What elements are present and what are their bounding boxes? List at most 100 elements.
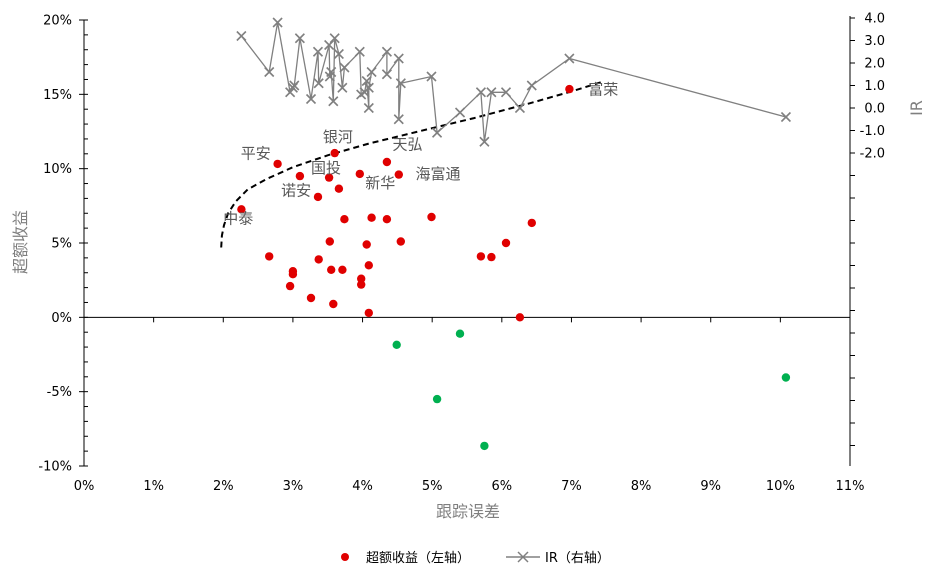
point-annotation: 国投 bbox=[311, 159, 341, 177]
ir-point bbox=[313, 78, 324, 89]
y2-tick-label: 1.0 bbox=[864, 79, 885, 94]
excess-return-point bbox=[364, 308, 373, 318]
ir-point bbox=[361, 75, 372, 87]
ir-point bbox=[500, 87, 512, 98]
ir-point bbox=[236, 30, 247, 42]
excess-return-point bbox=[265, 252, 274, 261]
excess-return-point bbox=[314, 255, 323, 264]
legend: 超额收益（左轴） IR（右轴） bbox=[341, 551, 610, 566]
ir-point bbox=[486, 87, 497, 98]
excess-return-point bbox=[329, 299, 338, 309]
excess-return-point bbox=[355, 169, 364, 179]
excess-return-point bbox=[357, 280, 366, 289]
ir-point bbox=[305, 93, 317, 105]
excess-return-point bbox=[340, 215, 349, 224]
excess-return-point bbox=[515, 313, 525, 322]
ir-point bbox=[363, 102, 374, 114]
excess-return-point bbox=[367, 213, 376, 222]
excess-return-point bbox=[501, 238, 511, 248]
y-tick-label: 15% bbox=[43, 88, 72, 103]
y2-tick-label: 3.0 bbox=[864, 34, 885, 49]
x-tick-label: 5% bbox=[422, 479, 443, 494]
ir-point bbox=[395, 78, 406, 89]
excess-return-point bbox=[427, 212, 436, 222]
x-tick-label: 0% bbox=[74, 479, 95, 494]
excess-return-point bbox=[306, 293, 316, 303]
x-tick-label: 1% bbox=[143, 479, 164, 494]
ir-point bbox=[780, 111, 792, 123]
x-tick-label: 6% bbox=[492, 479, 513, 494]
ir-point bbox=[328, 96, 339, 107]
excess-return-point bbox=[324, 173, 334, 182]
excess-return-point bbox=[325, 237, 334, 246]
ir-point bbox=[393, 114, 404, 125]
x-tick-label: 11% bbox=[836, 479, 865, 494]
negative-excess-point bbox=[781, 373, 791, 382]
excess-return-point bbox=[565, 84, 574, 94]
excess-return-point bbox=[338, 265, 347, 274]
y-tick-label: -5% bbox=[47, 385, 72, 400]
ir-line bbox=[240, 22, 787, 142]
series-layer bbox=[236, 17, 792, 451]
y2-tick-label: -2.0 bbox=[860, 147, 885, 162]
legend-label-excess-return: 超额收益（左轴） bbox=[366, 551, 470, 566]
y2-axis-title: IR bbox=[907, 100, 926, 116]
excess-return-point bbox=[487, 252, 496, 262]
y-tick-label: -10% bbox=[38, 460, 72, 475]
y-axis-title: 超额收益 bbox=[11, 210, 30, 274]
ir-point bbox=[264, 66, 275, 78]
excess-return-point bbox=[288, 270, 298, 279]
x-tick-label: 2% bbox=[213, 479, 234, 494]
tick-label-layer: 0% 1% 2% 3% 4% 5% 6% 7% 8% 9% 10% 11% -10% -5% 0% 5% 10%… bbox=[38, 12, 885, 495]
excess-return-point bbox=[382, 215, 392, 224]
ir-point bbox=[329, 33, 340, 44]
point-annotation: 中泰 bbox=[223, 210, 253, 228]
y2-tick-label: 0.0 bbox=[864, 102, 885, 117]
excess-return-point bbox=[382, 157, 392, 167]
ir-point bbox=[393, 53, 404, 64]
point-annotation: 诺安 bbox=[281, 181, 311, 199]
ir-point bbox=[475, 87, 486, 98]
excess-return-point bbox=[327, 265, 336, 274]
ir-point bbox=[289, 80, 300, 91]
ir-point bbox=[363, 82, 374, 93]
y2-tick-label: 4.0 bbox=[864, 12, 885, 27]
excess-return-point bbox=[527, 218, 536, 228]
excess-return-point bbox=[394, 170, 403, 179]
axes-layer bbox=[79, 16, 855, 467]
ir-point bbox=[366, 66, 377, 78]
ir-point bbox=[514, 102, 525, 114]
excess-return-point bbox=[330, 148, 339, 158]
ir-point bbox=[333, 48, 344, 60]
ir-point bbox=[272, 17, 283, 28]
ir-point bbox=[426, 71, 437, 82]
x-tick-label: 8% bbox=[631, 479, 652, 494]
point-annotation: 新华 bbox=[365, 174, 395, 192]
ir-point bbox=[431, 127, 443, 138]
ir-point bbox=[312, 46, 324, 57]
legend-marker-excess-return bbox=[341, 553, 349, 561]
excess-return-point bbox=[364, 261, 373, 270]
negative-excess-point bbox=[392, 340, 401, 349]
x-tick-label: 7% bbox=[561, 479, 582, 494]
ir-point bbox=[326, 66, 337, 78]
ir-point bbox=[324, 39, 335, 51]
excess-return-point bbox=[295, 171, 305, 181]
ir-point bbox=[526, 80, 537, 91]
negative-excess-point bbox=[455, 329, 465, 338]
legend-marker-ir bbox=[517, 551, 529, 563]
point-annotation: 平安 bbox=[241, 144, 271, 162]
ir-point bbox=[564, 53, 575, 64]
x-tick-label: 4% bbox=[352, 479, 373, 494]
ir-point bbox=[479, 136, 490, 147]
excess-return-point bbox=[476, 252, 486, 261]
x-tick-label: 9% bbox=[700, 479, 721, 494]
y2-tick-label: -1.0 bbox=[860, 124, 885, 139]
point-annotation: 天弘 bbox=[393, 135, 423, 153]
negative-excess-point bbox=[432, 394, 442, 404]
y-tick-label: 20% bbox=[43, 14, 72, 29]
x-tick-label: 3% bbox=[283, 479, 304, 494]
trend-curve-layer bbox=[220, 80, 604, 248]
excess-return-point bbox=[237, 205, 246, 214]
